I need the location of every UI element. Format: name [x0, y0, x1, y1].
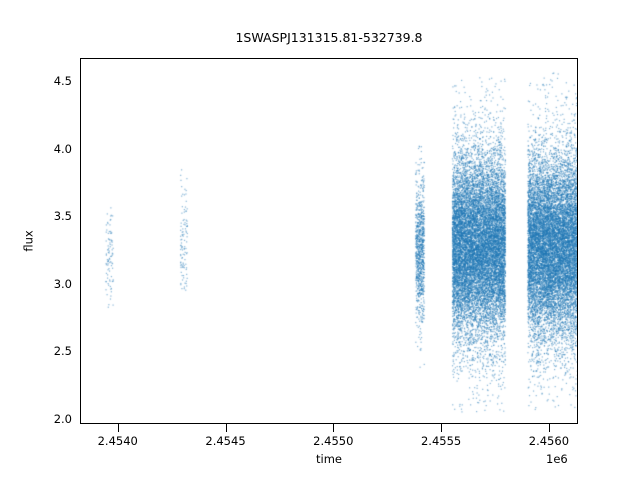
y-tick-mark	[80, 218, 81, 219]
y-tick-label: 4.0	[53, 141, 72, 156]
y-tick-mark	[80, 151, 81, 152]
x-tick-mark	[548, 424, 550, 432]
y-tick-mark	[80, 83, 81, 84]
x-tick-label: 2.4550	[313, 434, 354, 448]
x-axis-offset-text: 1e6	[546, 452, 568, 466]
x-tick-label: 2.4560	[528, 434, 570, 448]
x-tick-label: 2.4545	[205, 434, 246, 448]
x-axis-ticks: 2.4540 2.4545 2.4550 2.4555 2.4560	[80, 424, 578, 454]
y-tick-mark	[80, 286, 81, 287]
y-tick-mark	[80, 353, 81, 354]
y-tick-label: 2.5	[53, 344, 72, 359]
y-tick-label: 3.0	[53, 276, 72, 291]
plot-area	[80, 58, 578, 424]
x-tick-label: 2.4540	[97, 434, 138, 448]
x-tick-mark	[441, 424, 443, 432]
x-tick-mark	[117, 424, 119, 432]
y-axis-label: flux	[22, 230, 36, 252]
scatter-points-canvas	[81, 59, 577, 423]
x-tick-mark	[225, 424, 227, 432]
y-tick-label: 2.0	[53, 411, 72, 426]
y-tick-label: 3.5	[53, 209, 72, 224]
y-tick-mark	[80, 421, 81, 422]
x-axis-label: time	[316, 452, 342, 466]
y-axis-label-container: flux	[20, 58, 38, 424]
x-tick-label: 2.4555	[420, 434, 462, 448]
page-title: 1SWASPJ131315.81-532739.8	[235, 30, 423, 45]
y-tick-label: 4.5	[53, 74, 72, 89]
x-tick-mark	[333, 424, 335, 432]
